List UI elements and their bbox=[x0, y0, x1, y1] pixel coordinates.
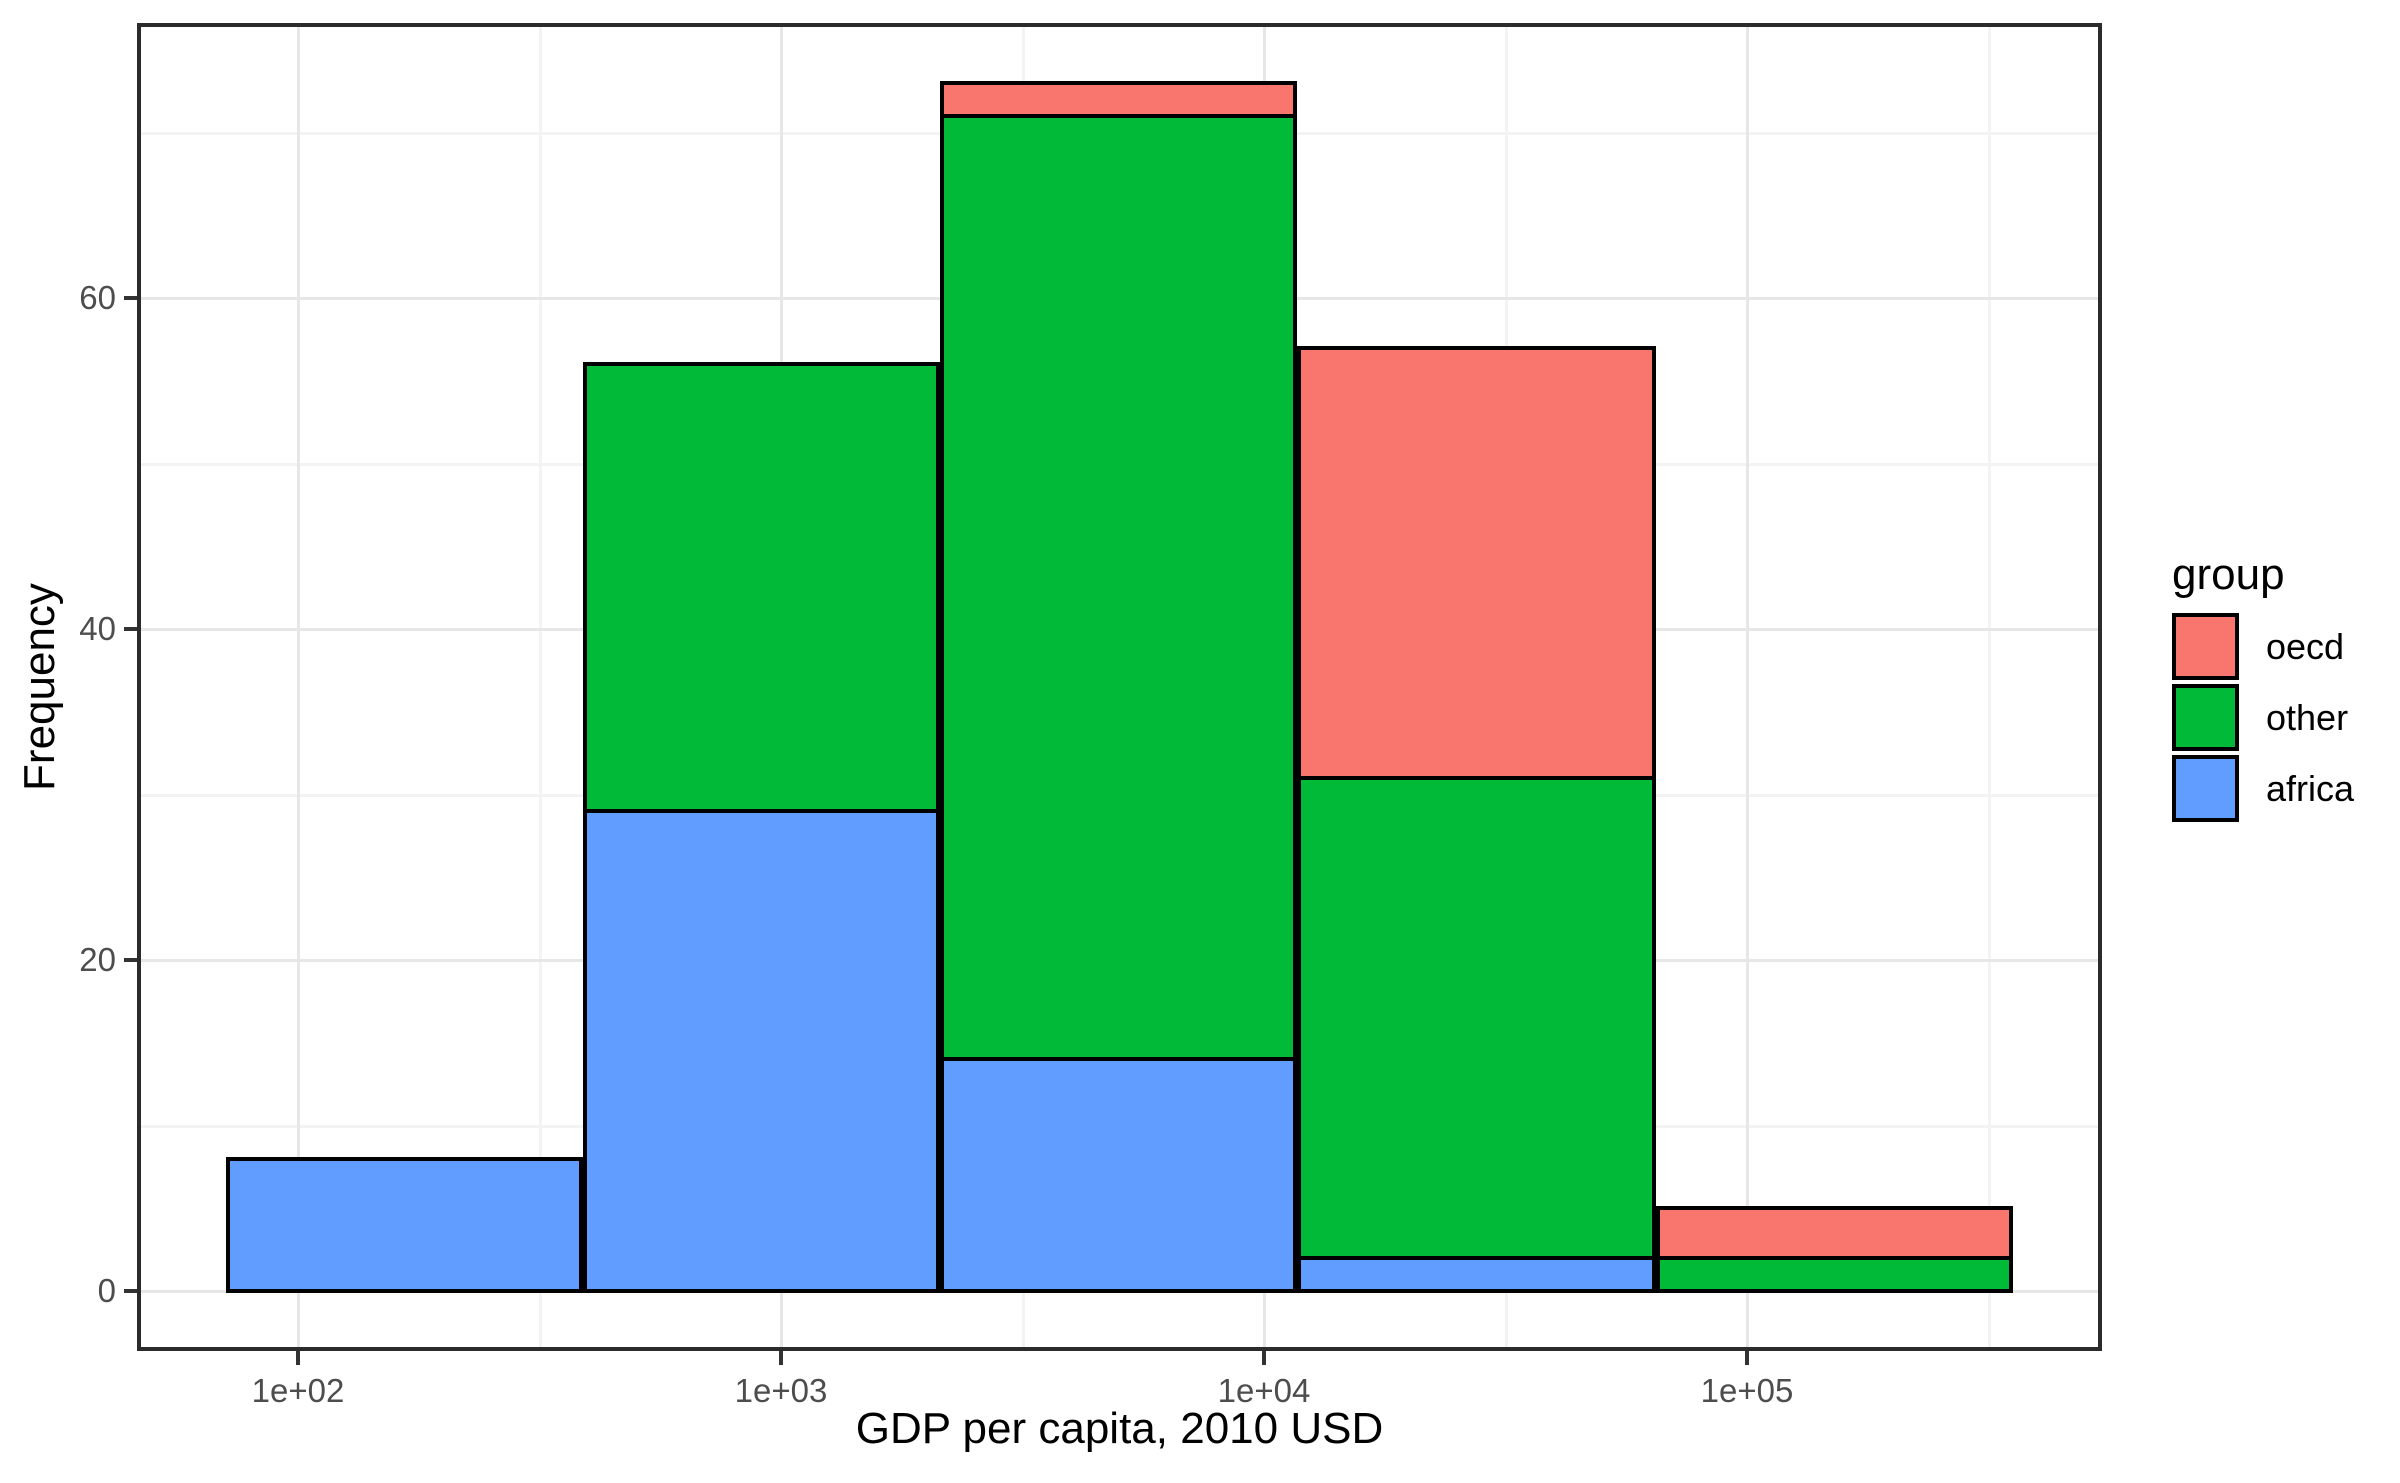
bar-segment-oecd bbox=[939, 80, 1297, 118]
legend-swatch-africa bbox=[2172, 755, 2239, 822]
y-tick-mark bbox=[124, 296, 137, 300]
y-tick-mark bbox=[124, 1289, 137, 1293]
bar-segment-other bbox=[1296, 775, 1656, 1260]
y-tick-label: 40 bbox=[79, 610, 116, 647]
y-tick-label: 60 bbox=[79, 279, 116, 316]
grid-minor-vertical bbox=[538, 23, 542, 1351]
y-tick-mark bbox=[124, 627, 137, 631]
legend-swatch-oecd bbox=[2172, 613, 2239, 680]
x-tick-label: 1e+05 bbox=[1700, 1372, 1794, 1409]
bar-segment-africa bbox=[1296, 1255, 1656, 1293]
y-tick-mark bbox=[124, 958, 137, 962]
bar-segment-other bbox=[582, 362, 940, 814]
grid-major-vertical bbox=[297, 23, 300, 1351]
bar-segment-africa bbox=[582, 809, 940, 1293]
y-tick-label: 20 bbox=[79, 941, 116, 978]
x-tick-mark bbox=[1745, 1351, 1749, 1365]
x-tick-label: 1e+04 bbox=[1217, 1372, 1311, 1409]
x-tick-mark bbox=[779, 1351, 783, 1365]
grid-minor-vertical bbox=[1987, 23, 1991, 1351]
x-tick-label: 1e+03 bbox=[734, 1372, 828, 1409]
x-axis-title: GDP per capita, 2010 USD bbox=[855, 1404, 1384, 1453]
y-axis-title: Frequency bbox=[15, 583, 64, 791]
bar-segment-other bbox=[939, 113, 1297, 1062]
x-tick-mark bbox=[1262, 1351, 1266, 1365]
x-tick-mark bbox=[296, 1351, 300, 1365]
plot-panel bbox=[137, 23, 2102, 1351]
grid-major-vertical bbox=[1746, 23, 1749, 1351]
legend-swatch-other bbox=[2172, 684, 2239, 751]
legend-title: group bbox=[2172, 550, 2285, 599]
bar-segment-oecd bbox=[1655, 1206, 2014, 1260]
legend-label-other: other bbox=[2266, 697, 2349, 738]
legend-label-oecd: oecd bbox=[2266, 626, 2345, 667]
legend-label-africa: africa bbox=[2266, 768, 2355, 809]
bar-segment-other bbox=[1655, 1255, 2014, 1293]
bar-segment-africa bbox=[939, 1057, 1297, 1293]
bar-segment-africa bbox=[226, 1156, 583, 1293]
bar-segment-oecd bbox=[1296, 345, 1656, 780]
x-tick-label: 1e+02 bbox=[251, 1372, 345, 1409]
y-tick-label: 0 bbox=[97, 1272, 116, 1309]
